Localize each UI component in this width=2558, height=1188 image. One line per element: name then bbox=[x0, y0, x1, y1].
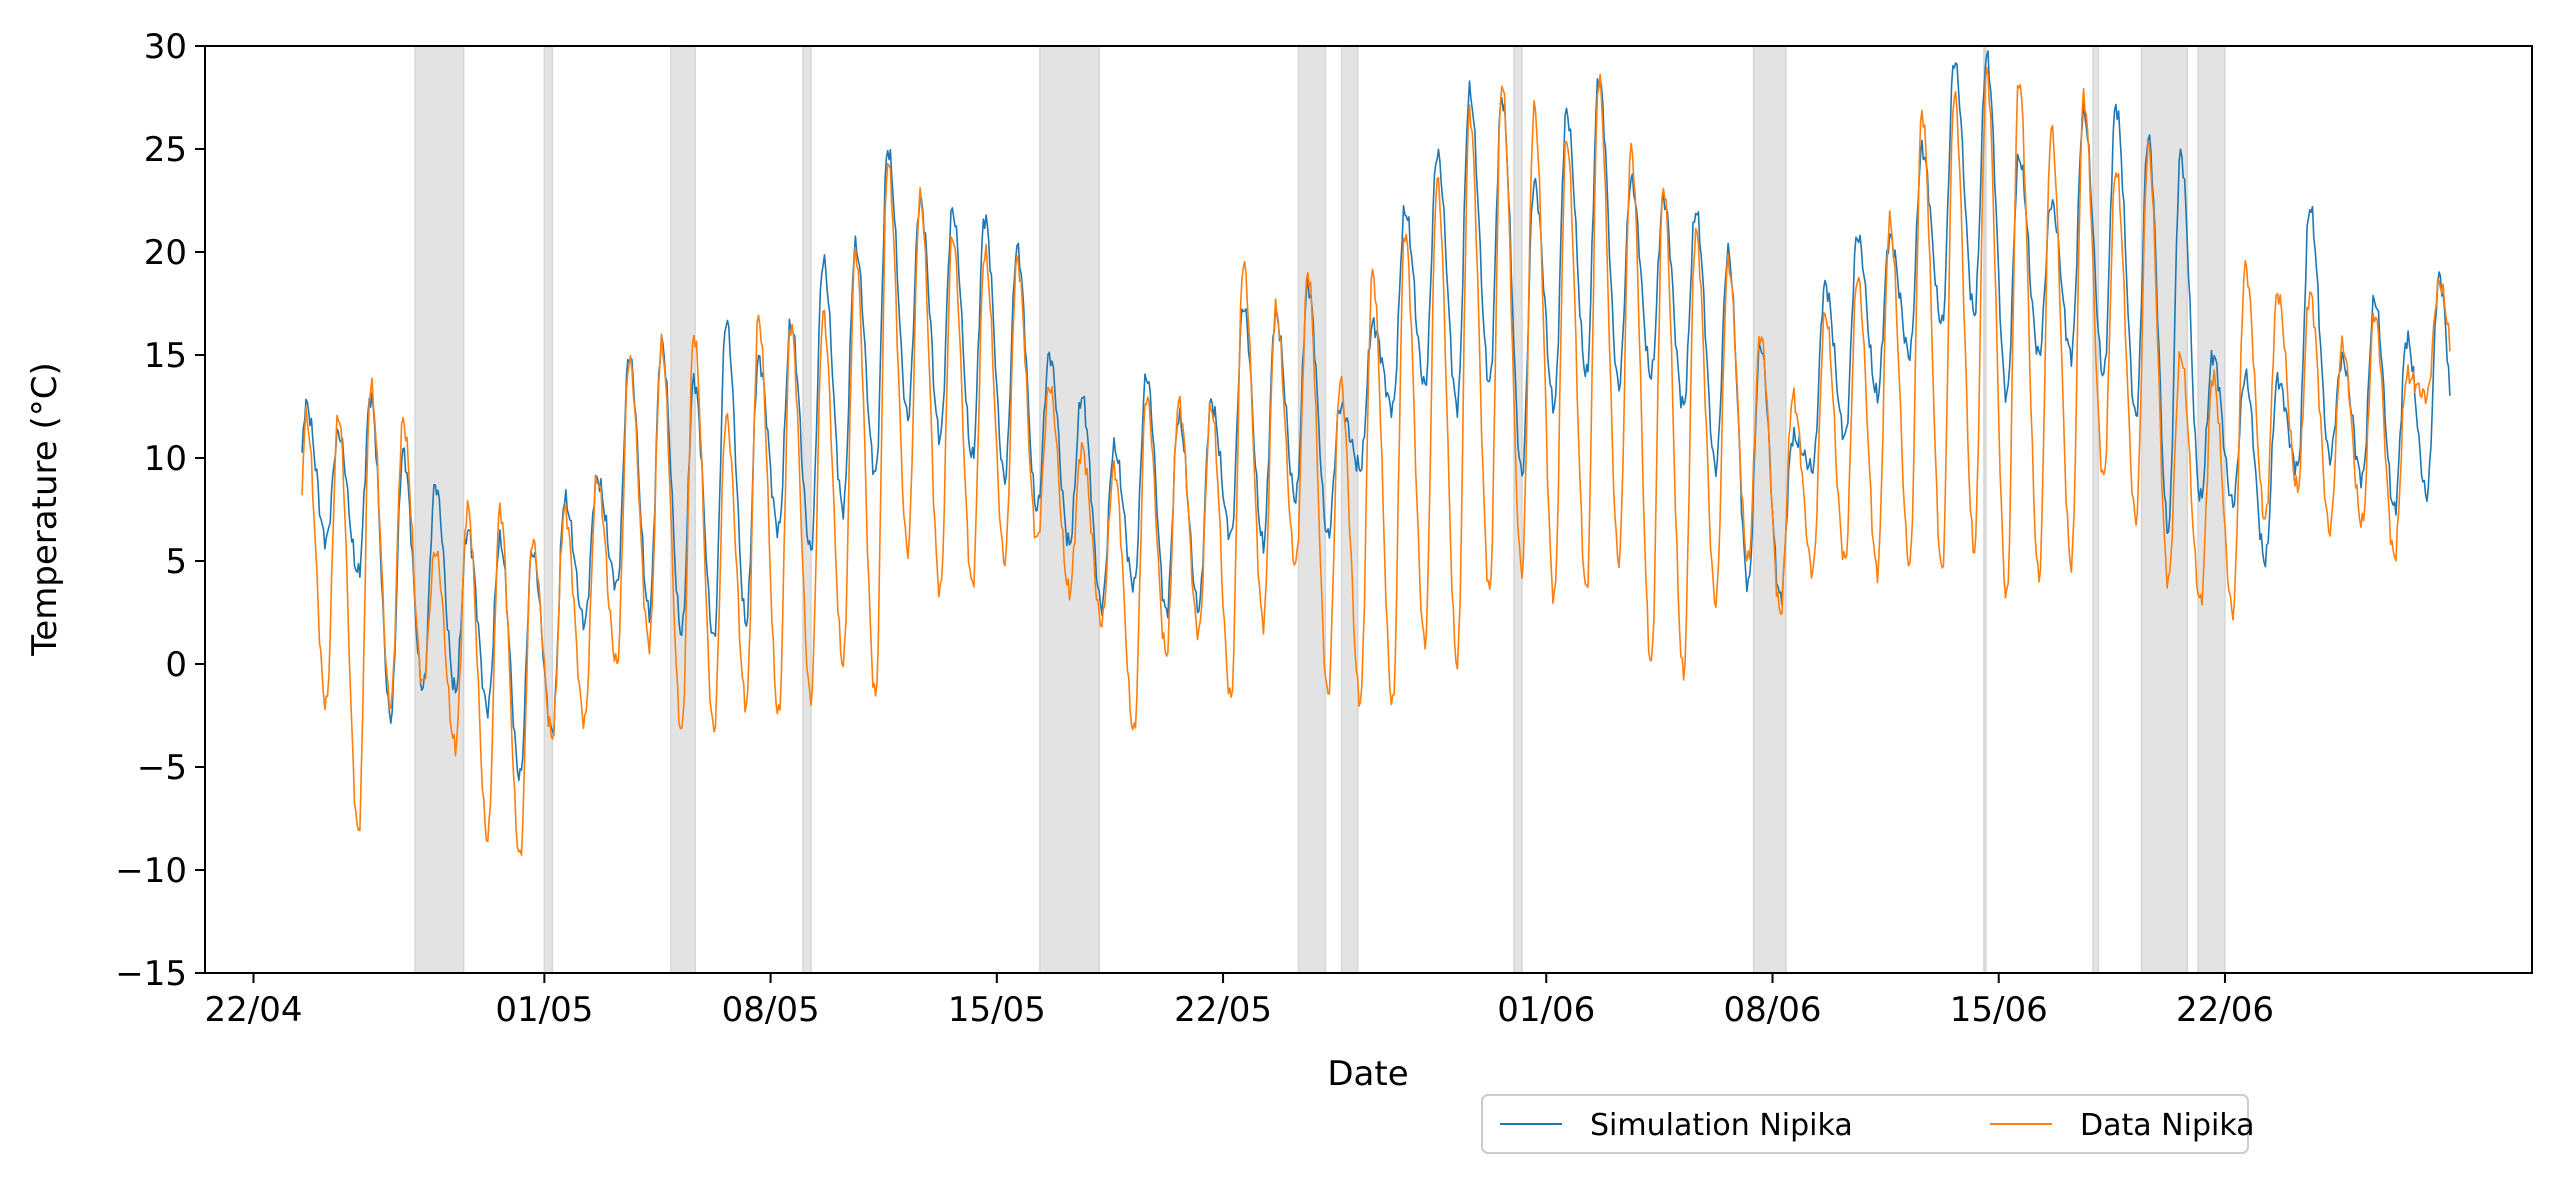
y-axis: −15 −10 −5 0 5 10 15 20 25 30 bbox=[115, 27, 205, 994]
y-tick-label: −10 bbox=[115, 851, 187, 891]
x-tick-label: 15/06 bbox=[1950, 990, 2048, 1030]
shaded-period-11 bbox=[2140, 45, 2189, 974]
x-tick-label: 15/05 bbox=[948, 990, 1046, 1030]
x-axis: 22/04 01/05 08/05 15/05 22/05 01/06 08/06 15/06… bbox=[204, 973, 2274, 1030]
series-line-simulation bbox=[301, 50, 2451, 782]
legend-label-simulation: Simulation Nipika bbox=[1590, 1108, 1853, 1143]
x-axis-label: Date bbox=[1327, 1054, 1408, 1094]
x-tick-label: 01/05 bbox=[495, 990, 593, 1030]
y-tick-label: 20 bbox=[144, 233, 187, 273]
x-tick-label: 08/05 bbox=[722, 990, 820, 1030]
y-tick-label: −15 bbox=[115, 954, 187, 994]
legend-box bbox=[1481, 1094, 2249, 1154]
shaded-period-8 bbox=[1752, 45, 1787, 974]
y-tick-label: 10 bbox=[144, 439, 187, 479]
shaded-period-12 bbox=[2197, 45, 2226, 974]
legend: Simulation Nipika Data Nipika bbox=[1481, 1094, 2255, 1154]
shaded-period-5 bbox=[1297, 45, 1327, 974]
shaded-period-1 bbox=[543, 45, 554, 974]
y-axis-label: Temperature (°C) bbox=[25, 362, 65, 656]
shaded-period-9 bbox=[1983, 45, 1987, 974]
y-tick-label: 25 bbox=[144, 130, 187, 170]
legend-label-data: Data Nipika bbox=[2080, 1108, 2255, 1143]
y-tick-label: 5 bbox=[165, 542, 187, 582]
plot-frame bbox=[204, 45, 2533, 974]
y-tick-label: 15 bbox=[144, 336, 187, 376]
y-tick-label: −5 bbox=[137, 748, 187, 788]
shaded-period-2 bbox=[670, 45, 696, 974]
x-tick-label: 01/06 bbox=[1497, 990, 1595, 1030]
series-lines bbox=[301, 50, 2451, 856]
shaded-period-10 bbox=[2092, 45, 2100, 974]
series-line-data bbox=[301, 66, 2451, 856]
x-tick-label: 22/04 bbox=[204, 990, 302, 1030]
x-tick-label: 08/06 bbox=[1724, 990, 1822, 1030]
y-tick-label: 30 bbox=[144, 27, 187, 67]
x-tick-label: 22/06 bbox=[2176, 990, 2274, 1030]
x-tick-label: 22/05 bbox=[1174, 990, 1272, 1030]
shaded-periods bbox=[414, 45, 2226, 974]
shaded-period-3 bbox=[802, 45, 812, 974]
y-tick-label: 0 bbox=[165, 645, 187, 685]
